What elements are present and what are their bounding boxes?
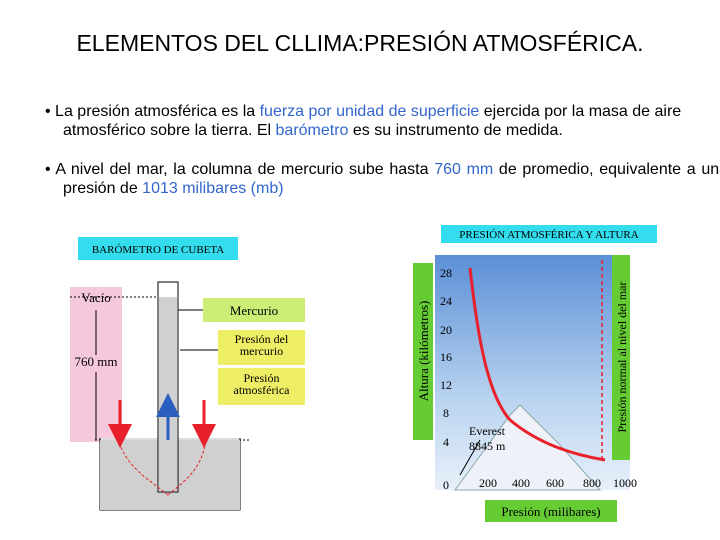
chart-title: PRESIÓN ATMOSFÉRICA Y ALTURA <box>459 229 638 241</box>
text-segment: ejercida por la masa de aire atmosférico… <box>63 103 682 139</box>
bullet: • A nivel del mar, la columna de mercuri… <box>30 160 720 198</box>
axis-label: Presión normal al nivel del mar <box>615 282 629 433</box>
label-box <box>612 255 630 460</box>
tick-label: 0 <box>443 478 449 492</box>
slide-title: ELEMENTOS DEL CLLIMA:PRESIÓN ATMOSFÉRICA… <box>76 30 644 56</box>
pressure-curve <box>468 267 606 462</box>
tick-label: 4 <box>443 435 449 449</box>
tick-label: 16 <box>440 350 452 364</box>
text-segment: es su instrumento de medida. <box>348 122 563 139</box>
text-segment: fuerza por unidad de superficie <box>259 103 480 120</box>
axis-label: Altura (kilómetros) <box>416 301 431 402</box>
text-segment: La presión atmosférica es la <box>55 103 260 120</box>
text-segment: 760 mm <box>434 161 494 178</box>
bullet: • La presión atmosférica es la fuerza po… <box>45 103 682 139</box>
tick-label: 8 <box>443 406 449 420</box>
tick-label: 28 <box>440 266 452 280</box>
label-box <box>203 298 305 322</box>
flow <box>119 444 206 496</box>
pointer <box>459 439 481 476</box>
axis-label: Presión (milibares) <box>501 504 600 519</box>
tick-label: 600 <box>546 476 564 490</box>
label: Presión atmosférica <box>233 371 290 397</box>
label: 760 mm <box>75 354 118 369</box>
label-box <box>413 263 433 440</box>
tube-mercury <box>159 297 177 491</box>
label-box <box>78 237 238 260</box>
label-box <box>441 225 657 243</box>
annotation: 8845 m <box>469 439 506 453</box>
label-box <box>485 500 617 522</box>
label-box <box>218 368 305 405</box>
text-segment: de promedio, equivalente a una presión d… <box>63 161 720 197</box>
text-segment: A nivel del mar, la columna de mercurio … <box>55 161 435 178</box>
label: Presión del mercurio <box>234 332 289 358</box>
tick-label: 20 <box>440 323 452 337</box>
barometer-title: BARÓMETRO DE CUBETA <box>92 244 224 256</box>
tick-label: 800 <box>583 476 601 490</box>
tick-label: 200 <box>479 476 497 490</box>
mountain <box>454 404 602 491</box>
label-box <box>218 330 305 365</box>
tick-label: 12 <box>440 378 452 392</box>
text-segment: 1013 milibares (mb) <box>142 180 284 197</box>
tick-label: 1000 <box>613 476 637 490</box>
text-segment: barómetro <box>275 122 349 139</box>
annotation: Everest <box>469 424 506 438</box>
tick-label: 24 <box>440 294 452 308</box>
label: Mercurio <box>230 303 278 318</box>
tick-label: 400 <box>512 476 530 490</box>
